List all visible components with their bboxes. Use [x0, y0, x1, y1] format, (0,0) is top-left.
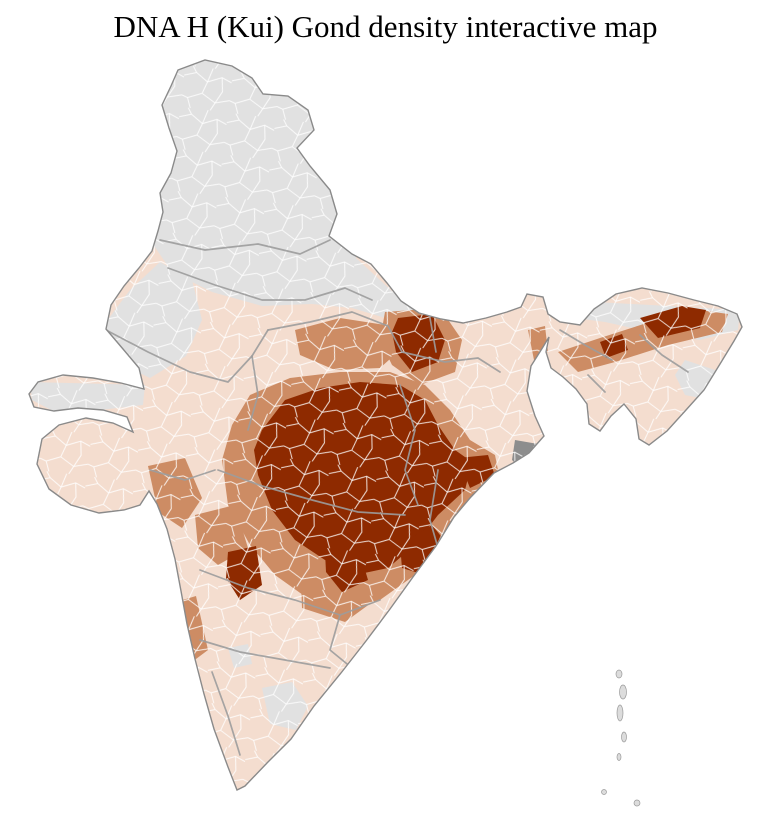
island[interactable] — [619, 684, 627, 700]
state-boundaries — [105, 239, 689, 756]
island[interactable] — [621, 731, 627, 743]
region-tamilnadu-pocket-2[interactable] — [305, 720, 335, 752]
island[interactable] — [601, 789, 607, 795]
island[interactable] — [633, 799, 641, 807]
andaman-nicobar-islands[interactable] — [601, 669, 641, 807]
island[interactable] — [616, 753, 622, 761]
island[interactable] — [616, 704, 624, 722]
island[interactable] — [615, 669, 623, 679]
page-title: DNA H (Kui) Gond density interactive map — [113, 9, 658, 44]
